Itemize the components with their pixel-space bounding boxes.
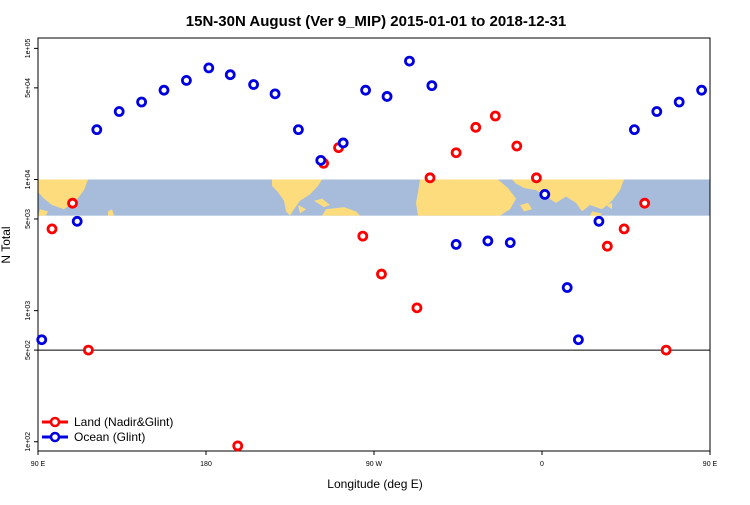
legend-entry-ocean: Ocean (Glint) — [42, 430, 145, 444]
y-axis-title: N Total — [0, 226, 13, 263]
map-land — [38, 179, 624, 216]
ocean-point — [450, 238, 462, 250]
land-point — [376, 268, 387, 280]
x-tick-label: 180 — [200, 461, 212, 468]
legend-label-land: Land (Nadir&Glint) — [74, 415, 173, 429]
land-point — [67, 197, 78, 209]
ocean-point — [248, 79, 260, 90]
y-tick-label: 5e+02 — [25, 340, 32, 360]
y-tick-label: 5e+03 — [25, 209, 32, 229]
ocean-point — [113, 106, 125, 117]
ocean-point — [337, 137, 349, 149]
x-axis: 90 E 180 90 W 0 90 E — [31, 451, 718, 468]
y-tick-label: 1e+03 — [25, 301, 32, 321]
ocean-point — [158, 84, 170, 96]
land-point — [531, 172, 542, 184]
ocean-point — [180, 74, 192, 86]
y-tick-label: 1e+04 — [25, 170, 32, 190]
x-tick-label: 0 — [540, 461, 544, 468]
y-tick-label: 1e+02 — [25, 432, 32, 452]
y-axis: 1e+02 5e+02 1e+03 5e+03 1e+04 5e+04 1e+05 — [25, 38, 38, 452]
series-ocean — [36, 55, 707, 346]
land-point — [511, 140, 523, 152]
ocean-point — [404, 55, 415, 67]
ocean-point — [593, 215, 605, 227]
x-tick-label: 90 E — [703, 461, 718, 468]
land-point — [618, 223, 630, 235]
land-point — [232, 440, 244, 452]
ocean-point — [696, 84, 707, 96]
ocean-point — [673, 96, 685, 108]
ocean-point — [629, 124, 640, 136]
land-point — [357, 230, 369, 242]
legend-marker-ocean — [49, 431, 61, 443]
ocean-point — [315, 154, 327, 166]
x-tick-label: 90 E — [31, 461, 46, 468]
world-map-band — [38, 179, 710, 216]
land-point — [470, 121, 482, 133]
land-point — [411, 302, 423, 314]
ocean-point — [36, 334, 48, 346]
legend: Land (Nadir&Glint) Ocean (Glint) — [42, 415, 173, 444]
land-point — [450, 147, 462, 159]
chart-title: 15N-30N August (Ver 9_MIP) 2015-01-01 to… — [186, 13, 566, 30]
series-land — [46, 110, 672, 452]
ocean-point — [203, 62, 215, 74]
ocean-point — [381, 91, 393, 102]
land-point — [424, 172, 436, 184]
land-point — [639, 197, 651, 209]
y-tick-label: 5e+04 — [25, 78, 32, 98]
ocean-point — [651, 106, 663, 117]
land-point — [489, 110, 501, 122]
legend-label-ocean: Ocean (Glint) — [74, 430, 145, 444]
ocean-point — [482, 235, 494, 247]
ocean-point — [426, 80, 438, 92]
ocean-point — [539, 188, 551, 200]
land-point — [46, 223, 58, 235]
land-point — [660, 344, 672, 356]
land-point — [601, 240, 613, 252]
ocean-point — [573, 334, 584, 346]
x-tick-label: 90 W — [366, 461, 383, 468]
ocean-point — [269, 88, 281, 100]
ocean-point — [71, 215, 83, 227]
ocean-point — [504, 237, 516, 249]
ocean-point — [136, 96, 148, 108]
ocean-point — [292, 124, 304, 136]
legend-entry-land: Land (Nadir&Glint) — [42, 415, 173, 429]
ocean-point — [360, 84, 372, 96]
legend-marker-land — [49, 416, 61, 428]
ocean-point — [561, 282, 573, 293]
land-point — [83, 344, 94, 356]
x-axis-title: Longitude (deg E) — [327, 477, 422, 491]
y-tick-label: 1e+05 — [25, 38, 32, 58]
ocean-point — [91, 124, 103, 136]
ocean-point — [224, 69, 236, 81]
